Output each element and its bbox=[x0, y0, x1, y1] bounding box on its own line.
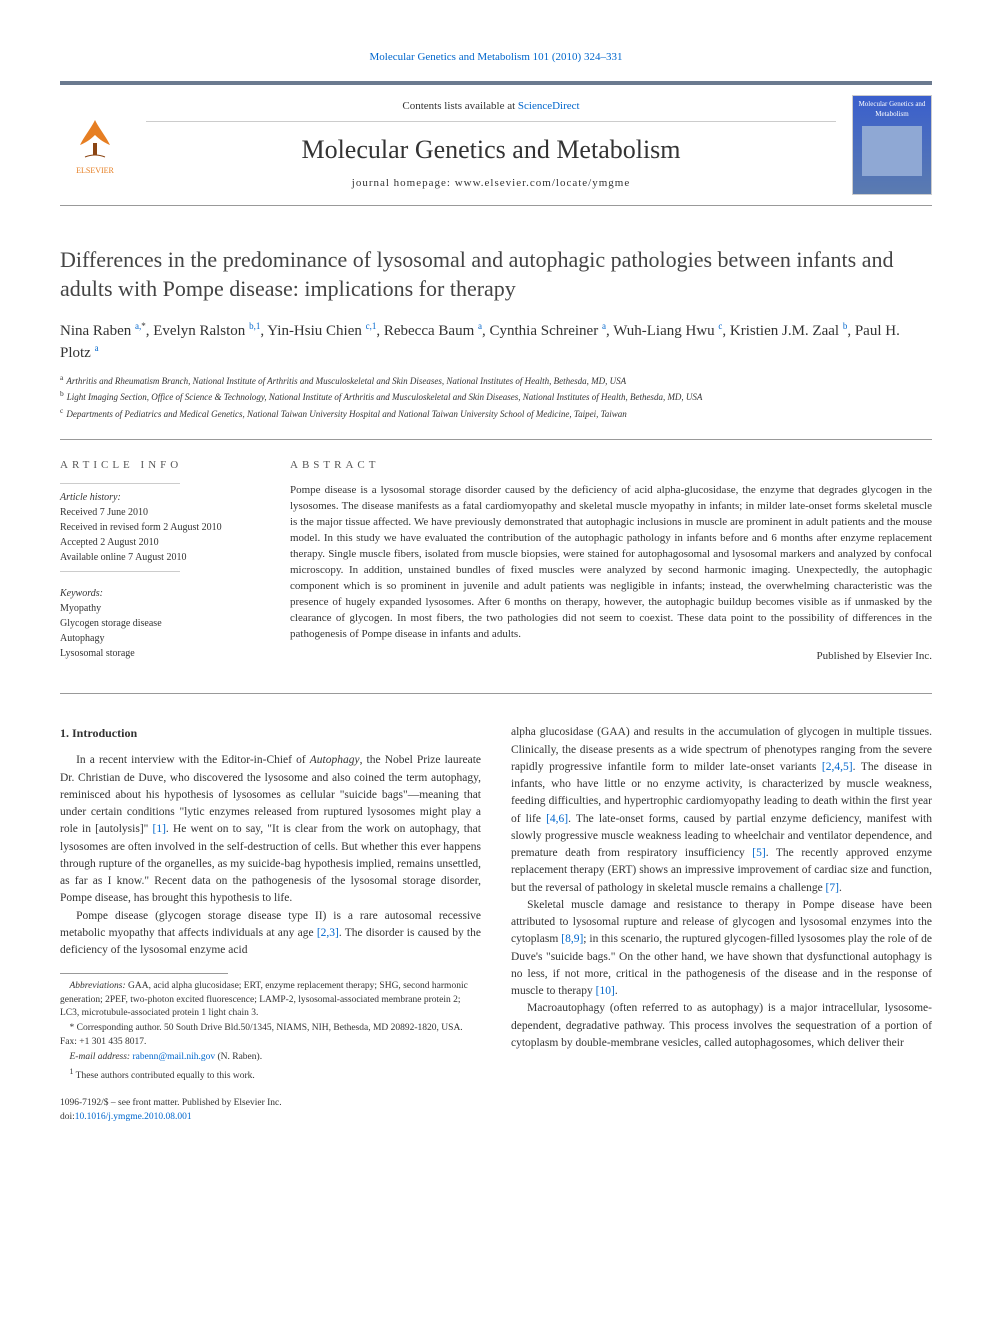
citation-ref[interactable]: [1] bbox=[153, 823, 166, 835]
keywords-block: Keywords: MyopathyGlycogen storage disea… bbox=[60, 586, 260, 661]
email-link[interactable]: rabenn@mail.nih.gov bbox=[132, 1052, 215, 1062]
publisher-line: Published by Elsevier Inc. bbox=[290, 649, 932, 664]
abstract-column: ABSTRACT Pompe disease is a lysosomal st… bbox=[290, 458, 932, 675]
history-line: Available online 7 August 2010 bbox=[60, 550, 260, 565]
equal-contribution-footnote: 1 These authors contributed equally to t… bbox=[60, 1066, 481, 1083]
citation-ref[interactable]: [4,6] bbox=[546, 813, 568, 825]
elsevier-tree-icon bbox=[70, 115, 120, 165]
keyword: Lysosomal storage bbox=[60, 646, 260, 661]
left-column: 1. Introduction In a recent interview wi… bbox=[60, 724, 481, 1124]
keyword: Glycogen storage disease bbox=[60, 616, 260, 631]
abstract-heading: ABSTRACT bbox=[290, 458, 932, 473]
citation-ref[interactable]: [8,9] bbox=[561, 933, 583, 945]
footnotes: Abbreviations: GAA, acid alpha glucosida… bbox=[60, 980, 481, 1083]
info-heading: ARTICLE INFO bbox=[60, 458, 260, 473]
elsevier-name: ELSEVIER bbox=[76, 165, 114, 176]
author: Cynthia Schreiner a bbox=[489, 323, 605, 339]
article-title: Differences in the predominance of lysos… bbox=[60, 246, 932, 303]
journal-name: Molecular Genetics and Metabolism bbox=[146, 132, 836, 168]
homepage-label: journal homepage: bbox=[352, 177, 455, 189]
author: Kristien J.M. Zaal b bbox=[730, 323, 847, 339]
abbreviations-footnote: Abbreviations: GAA, acid alpha glucosida… bbox=[60, 980, 481, 1020]
keyword: Autophagy bbox=[60, 631, 260, 646]
affiliations: aArthritis and Rheumatism Branch, Nation… bbox=[60, 372, 932, 422]
journal-masthead: ELSEVIER Contents lists available at Sci… bbox=[60, 81, 932, 206]
history-line: Received 7 June 2010 bbox=[60, 505, 260, 520]
affiliation: bLight Imaging Section, Office of Scienc… bbox=[60, 388, 932, 405]
divider-rule-2 bbox=[60, 693, 932, 694]
contents-line: Contents lists available at ScienceDirec… bbox=[146, 99, 836, 121]
body-paragraph: In a recent interview with the Editor-in… bbox=[60, 752, 481, 907]
copyright-block: 1096-7192/$ – see front matter. Publishe… bbox=[60, 1096, 481, 1125]
author: Nina Raben a,* bbox=[60, 323, 146, 339]
homepage-line: journal homepage: www.elsevier.com/locat… bbox=[146, 176, 836, 191]
volume-link[interactable]: Molecular Genetics and Metabolism 101 (2… bbox=[370, 51, 623, 63]
homepage-url[interactable]: www.elsevier.com/locate/ymgme bbox=[455, 177, 631, 189]
email-suffix: (N. Raben). bbox=[215, 1052, 262, 1062]
article-info-column: ARTICLE INFO Article history: Received 7… bbox=[60, 458, 260, 675]
author: Wuh-Liang Hwu c bbox=[613, 323, 722, 339]
top-volume-link[interactable]: Molecular Genetics and Metabolism 101 (2… bbox=[60, 50, 932, 65]
right-column: alpha glucosidase (GAA) and results in t… bbox=[511, 724, 932, 1124]
equal-text: These authors contributed equally to thi… bbox=[73, 1071, 254, 1081]
citation-ref[interactable]: [2,3] bbox=[317, 927, 339, 939]
corresponding-footnote: * Corresponding author. 50 South Drive B… bbox=[60, 1022, 481, 1049]
cover-image-placeholder bbox=[862, 126, 922, 176]
abstract-text: Pompe disease is a lysosomal storage dis… bbox=[290, 483, 932, 642]
cover-title: Molecular Genetics and Metabolism bbox=[857, 100, 927, 120]
author: Rebecca Baum a bbox=[384, 323, 482, 339]
citation-ref[interactable]: [7] bbox=[826, 882, 839, 894]
article-history-block: Article history: Received 7 June 2010Rec… bbox=[60, 483, 260, 572]
contents-prefix: Contents lists available at bbox=[402, 100, 517, 112]
sciencedirect-link[interactable]: ScienceDirect bbox=[518, 100, 580, 112]
affiliation: cDepartments of Pediatrics and Medical G… bbox=[60, 405, 932, 422]
email-footnote: E-mail address: rabenn@mail.nih.gov (N. … bbox=[60, 1051, 481, 1064]
doi-line: doi:10.1016/j.ymgme.2010.08.001 bbox=[60, 1110, 481, 1124]
body-paragraph: Macroautophagy (often referred to as aut… bbox=[511, 1000, 932, 1052]
author: Yin-Hsiu Chien c,1 bbox=[267, 323, 376, 339]
affiliation: aArthritis and Rheumatism Branch, Nation… bbox=[60, 372, 932, 389]
elsevier-logo: ELSEVIER bbox=[60, 105, 130, 185]
issn-line: 1096-7192/$ – see front matter. Publishe… bbox=[60, 1096, 481, 1110]
masthead-center: Contents lists available at ScienceDirec… bbox=[146, 99, 836, 191]
footnote-rule bbox=[60, 973, 228, 974]
author-list: Nina Raben a,*, Evelyn Ralston b,1, Yin-… bbox=[60, 320, 932, 364]
body-paragraph: Skeletal muscle damage and resistance to… bbox=[511, 897, 932, 1001]
keyword: Myopathy bbox=[60, 601, 260, 616]
journal-cover-thumbnail: Molecular Genetics and Metabolism bbox=[852, 95, 932, 195]
history-line: Accepted 2 August 2010 bbox=[60, 535, 260, 550]
citation-ref[interactable]: [5] bbox=[752, 847, 765, 859]
email-label: E-mail address: bbox=[70, 1052, 131, 1062]
doi-link[interactable]: 10.1016/j.ymgme.2010.08.001 bbox=[75, 1112, 192, 1122]
body-paragraph: alpha glucosidase (GAA) and results in t… bbox=[511, 724, 932, 897]
doi-prefix: doi: bbox=[60, 1112, 75, 1122]
keywords-label: Keywords: bbox=[60, 586, 260, 601]
corr-label: * Corresponding author. bbox=[70, 1023, 162, 1033]
section-heading: 1. Introduction bbox=[60, 724, 481, 742]
author: Evelyn Ralston b,1 bbox=[153, 323, 260, 339]
history-line: Received in revised form 2 August 2010 bbox=[60, 520, 260, 535]
abbrev-label: Abbreviations: bbox=[70, 981, 126, 991]
citation-ref[interactable]: [2,4,5] bbox=[822, 761, 853, 773]
divider-rule bbox=[60, 439, 932, 440]
citation-ref[interactable]: [10] bbox=[596, 985, 615, 997]
body-columns: 1. Introduction In a recent interview wi… bbox=[60, 724, 932, 1124]
history-label: Article history: bbox=[60, 490, 260, 505]
body-paragraph: Pompe disease (glycogen storage disease … bbox=[60, 908, 481, 960]
